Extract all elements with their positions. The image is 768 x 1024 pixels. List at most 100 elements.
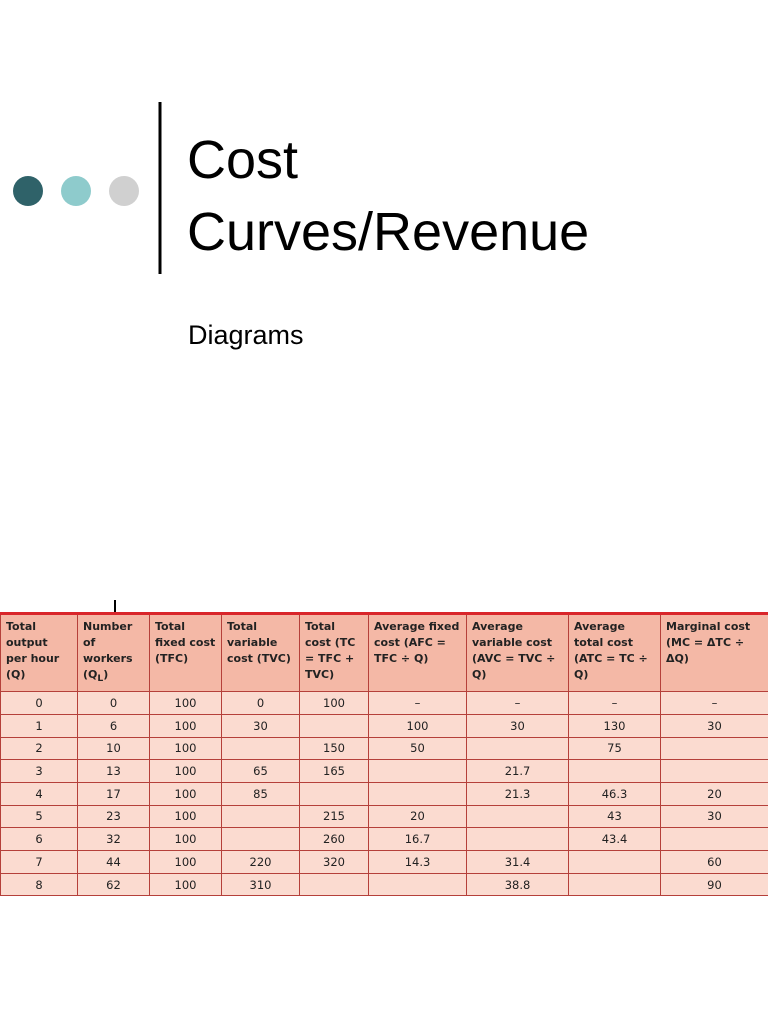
table-cell: 60 (660, 850, 768, 874)
table-cell: 23 (77, 804, 150, 829)
table-cell: 100 (149, 850, 222, 874)
cost-table: Total output per hour (Q) Number of worke… (0, 612, 768, 897)
table-cell: 100 (149, 872, 222, 897)
table-cell (299, 713, 369, 738)
table-cell (660, 736, 768, 761)
table-cell: 0 (77, 691, 150, 715)
table-cell: 6 (77, 713, 150, 738)
table-cell: 30 (660, 713, 768, 738)
table-cell: 165 (299, 759, 369, 783)
table-cell: 100 (149, 781, 222, 806)
table-cell: 100 (299, 691, 369, 715)
table-row: 1 6 100 30 100 30 130 30 (0, 713, 768, 738)
header-cell: Total fixed cost (TFC) (149, 612, 222, 693)
table-cell: 100 (149, 736, 222, 761)
table-cell (568, 850, 661, 874)
table-row: 2 10 100 150 50 75 (0, 736, 768, 761)
dot (61, 176, 91, 206)
table-cell: 260 (299, 827, 369, 851)
table-cell: 31.4 (466, 850, 569, 874)
table-cell: 43 (568, 804, 661, 829)
header-text: ) (103, 668, 109, 681)
table-cell: 38.8 (466, 872, 569, 897)
table-cell: 10 (77, 736, 150, 761)
table-cell (221, 827, 300, 851)
table-cell: 100 (149, 759, 222, 783)
table-cell: 13 (77, 759, 150, 783)
table-cell: 65 (221, 759, 300, 783)
table-cell: 2 (0, 736, 78, 761)
table-cell: 20 (660, 781, 768, 806)
table-row: 3 13 100 65 165 21.7 (0, 759, 768, 783)
table-cell: 75 (568, 736, 661, 761)
table-cell: 44 (77, 850, 150, 874)
table-row: 7 44 100 220 320 14.3 31.4 60 (0, 850, 768, 874)
header-cell: Marginal cost (MC = ΔTC ÷ ΔQ) (660, 612, 768, 693)
table-cell: – (568, 691, 661, 715)
title: Cost Curves/Revenue (187, 130, 590, 262)
table-cell: 21.3 (466, 781, 569, 806)
table-cell (568, 872, 661, 897)
table-cell: 150 (299, 736, 369, 761)
header-cell: Total variable cost (TVC) (221, 612, 300, 693)
dot (109, 176, 139, 206)
table-cell: 130 (568, 713, 661, 738)
header-cell: Average total cost (ATC = TC ÷ Q) (568, 612, 661, 693)
table-cell: 21.7 (466, 759, 569, 783)
table-cell: 220 (221, 850, 300, 874)
table-cell: 32 (77, 827, 150, 851)
table-cell: 85 (221, 781, 300, 806)
table-cell: 20 (368, 804, 467, 829)
header-cell: Number of workers (QL) (77, 612, 150, 693)
table-cell (660, 827, 768, 851)
table-cell: 7 (0, 850, 78, 874)
table-cell: 3 (0, 759, 78, 783)
table-cell: 50 (368, 736, 467, 761)
table-cell (299, 872, 369, 897)
table-cell: 30 (221, 713, 300, 738)
table-cell: 100 (149, 691, 222, 715)
table-cell: 43.4 (568, 827, 661, 851)
table-cell: – (660, 691, 768, 715)
table-cell: 1 (0, 713, 78, 738)
table-cell: 16.7 (368, 827, 467, 851)
table-cell: 100 (149, 713, 222, 738)
table-cell: 0 (0, 691, 78, 715)
table-cell (568, 759, 661, 783)
table-body: 0 0 100 0 100– – – –1 6 100 30 100 30 130 30 2 10 100 150 5… (0, 691, 768, 897)
subtitle: Diagrams (188, 320, 304, 350)
table-cell: 0 (221, 691, 300, 715)
table-row: 5 23 100 215 20 43 30 (0, 804, 768, 829)
table-cell (299, 781, 369, 806)
decoration (13, 102, 162, 614)
table-cell: 90 (660, 872, 768, 897)
table-cell (660, 759, 768, 783)
header-text: L (97, 673, 104, 685)
table-row: 6 32 100 260 16.7 43.4 (0, 827, 768, 851)
table-cell: 310 (221, 872, 300, 897)
table-row: 4 17 100 85 21.3 46.3 20 (0, 781, 768, 806)
table-cell (368, 781, 467, 806)
table-cell: 30 (466, 713, 569, 738)
table-row: 0 0 100 0 100– – – – (0, 691, 768, 715)
table-cell: – (466, 691, 569, 715)
header-cell: Average variable cost (AVC = TVC ÷ Q) (466, 612, 569, 693)
table-cell: 62 (77, 872, 150, 897)
table-cell (368, 872, 467, 897)
table-cell: 4 (0, 781, 78, 806)
table-cell: 320 (299, 850, 369, 874)
table-cell: 6 (0, 827, 78, 851)
table-cell (466, 736, 569, 761)
table-cell: 100 (368, 713, 467, 738)
header-cell: Total cost (TC = TFC + TVC) (299, 612, 369, 693)
table-cell: 215 (299, 804, 369, 829)
table-cell (368, 759, 467, 783)
table-cell: 100 (149, 804, 222, 829)
table-cell (466, 827, 569, 851)
header-cell: Average fixed cost (AFC = TFC ÷ Q) (368, 612, 467, 693)
table-cell: 17 (77, 781, 150, 806)
header-cell: Total output per hour (Q) (0, 612, 78, 693)
table-cell: 14.3 (368, 850, 467, 874)
table-cell: 100 (149, 827, 222, 851)
